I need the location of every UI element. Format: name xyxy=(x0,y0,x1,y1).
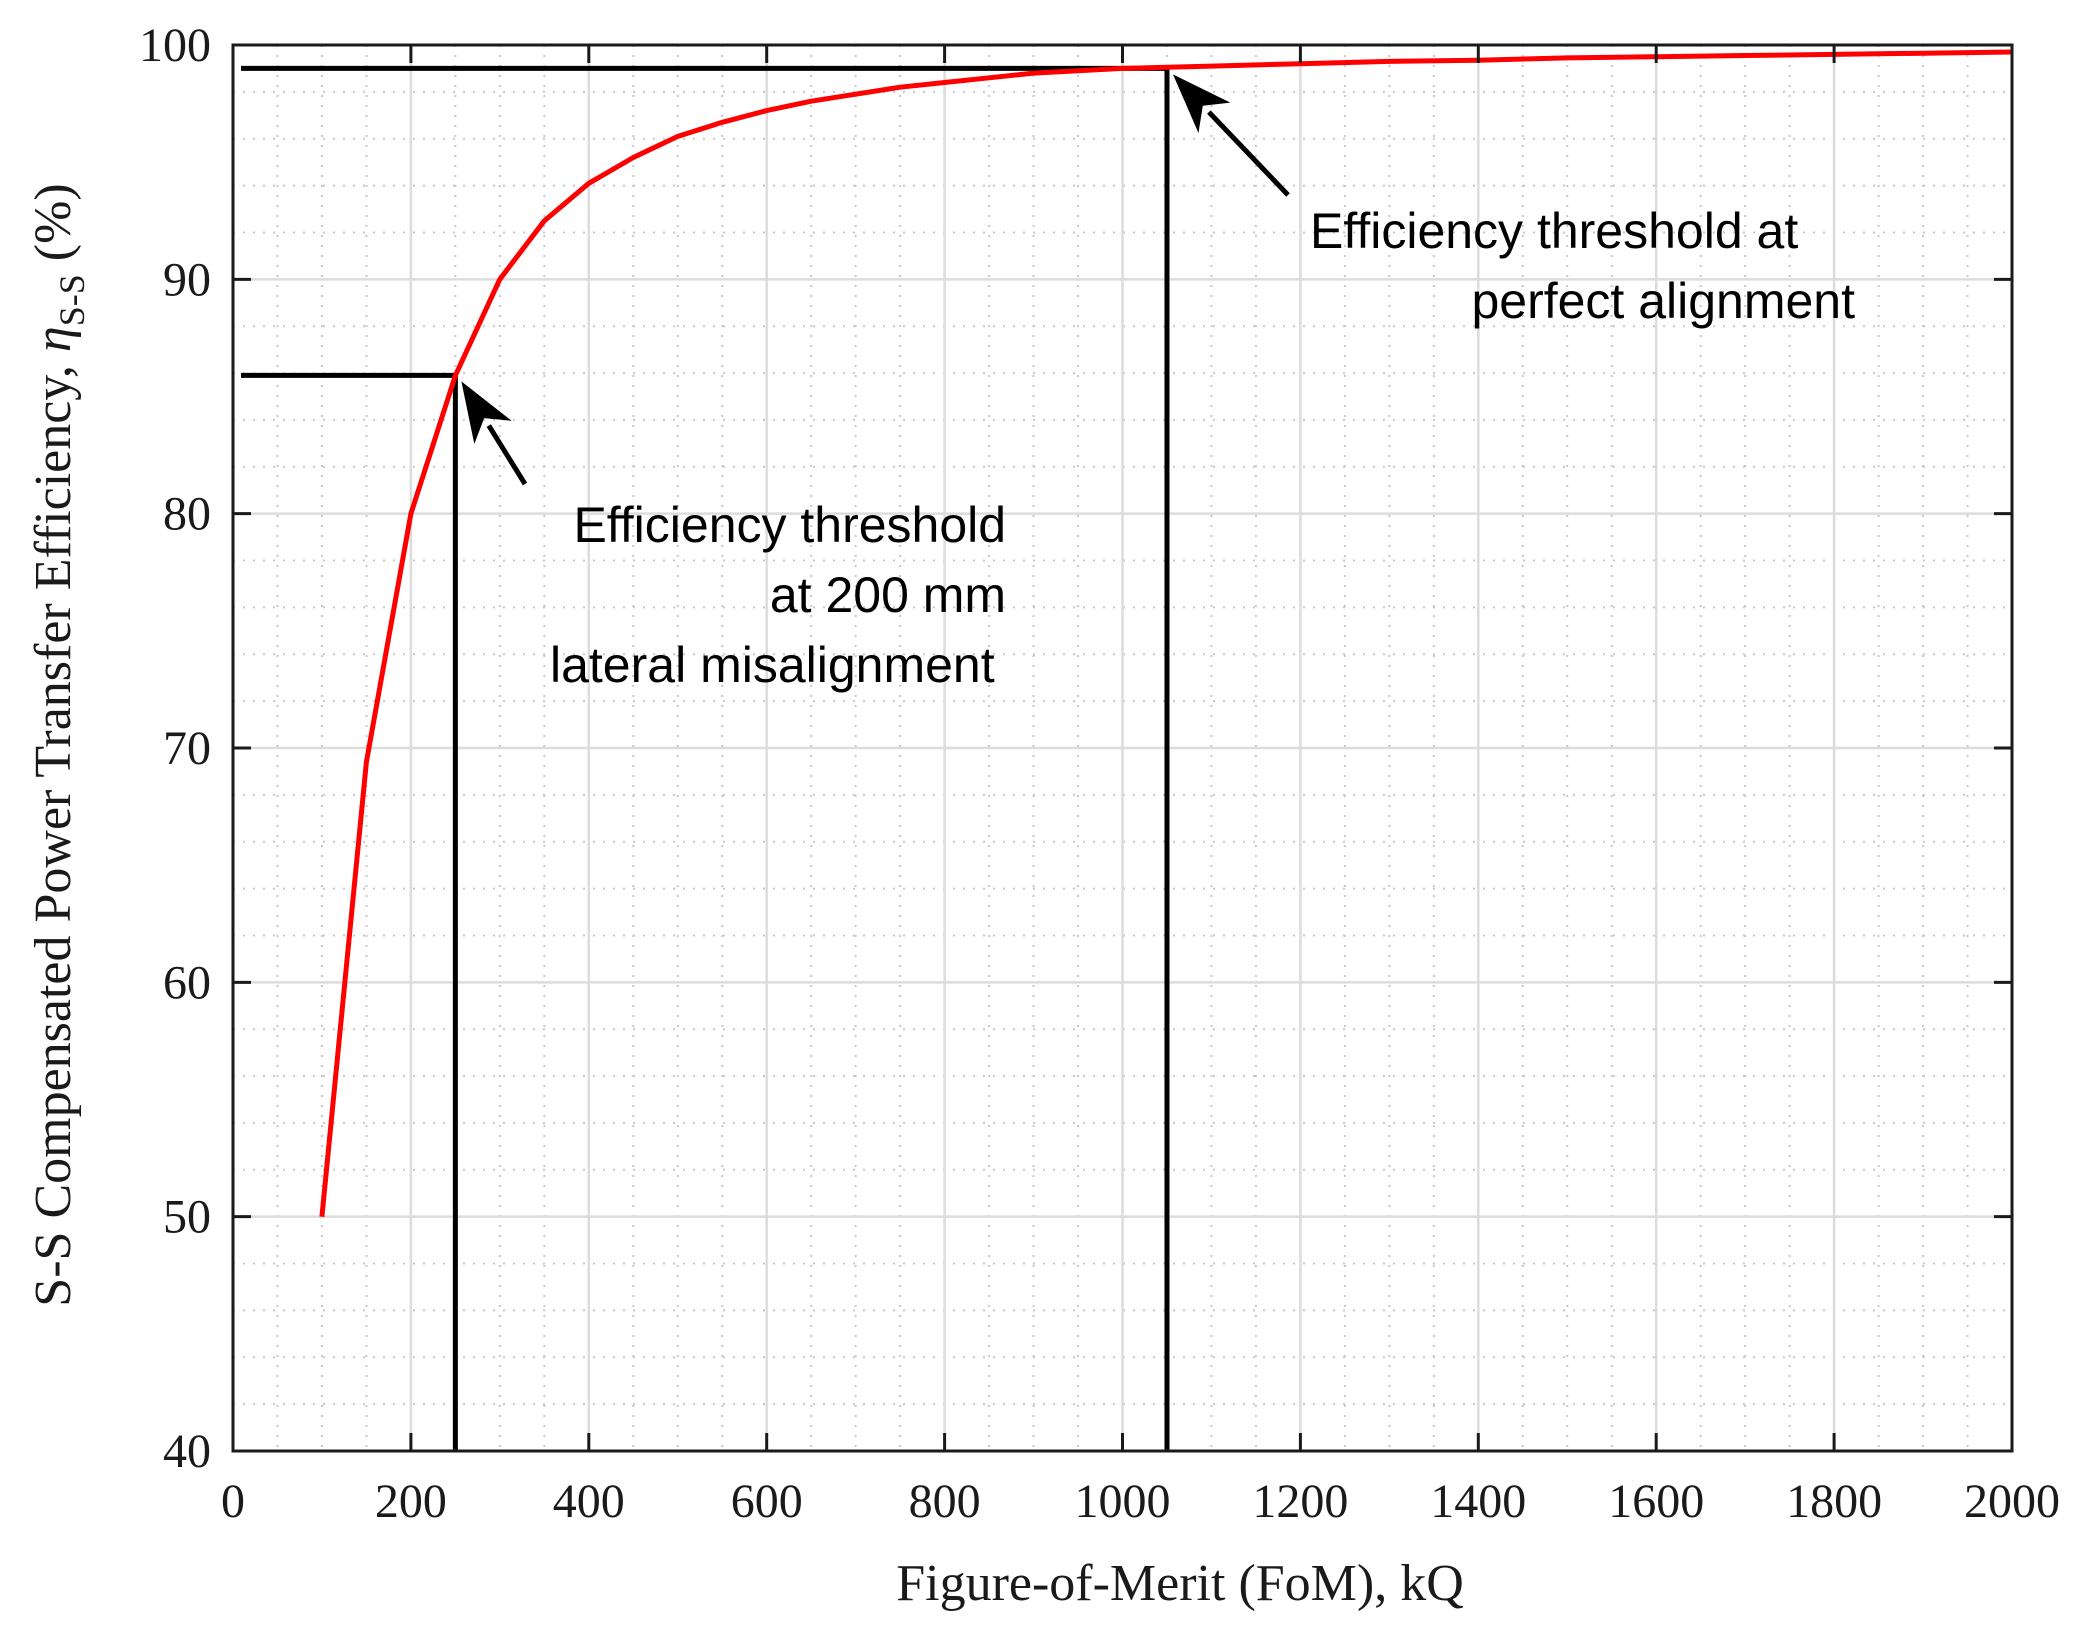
x-tick-label: 1400 xyxy=(1430,1475,1526,1528)
x-axis-title: Figure-of-Merit (FoM), kQ xyxy=(896,1555,1464,1612)
x-tick-label: 1800 xyxy=(1786,1475,1882,1528)
major-grid xyxy=(233,45,2012,1451)
y-tick-label: 70 xyxy=(163,722,211,775)
y-tick-label: 80 xyxy=(163,488,211,541)
y-axis-title-symbol: η xyxy=(25,326,82,352)
x-tick-label: 1000 xyxy=(1075,1475,1171,1528)
annotation-arrows xyxy=(461,74,1290,486)
annotation-200mm-arrow-shaft xyxy=(486,424,528,486)
threshold-lines xyxy=(241,65,1170,1451)
y-axis-title-subscript: S-S xyxy=(52,274,92,326)
annotation-perfect-arrow-shaft xyxy=(1207,110,1290,197)
annotation-perfect-line-2: perfect alignment xyxy=(1471,273,1855,329)
y-axis-title-unit: (%) xyxy=(25,183,82,274)
annotation-200mm-arrow-head xyxy=(461,381,512,444)
annotation-200mm-line-3: lateral misalignment xyxy=(550,637,995,693)
annotation-200mm-line-1: Efficiency threshold xyxy=(573,497,1006,553)
y-tick-label: 100 xyxy=(139,19,211,72)
x-tick-label: 800 xyxy=(909,1475,981,1528)
x-tick-label: 200 xyxy=(375,1475,447,1528)
y-tick-label: 90 xyxy=(163,253,211,306)
x-tick-label: 400 xyxy=(553,1475,625,1528)
tick-marks xyxy=(231,43,2014,1453)
x-tick-label: 0 xyxy=(221,1475,245,1528)
y-axis-title: S-S Compensated Power Transfer Efficienc… xyxy=(25,183,92,1306)
y-tick-labels: 40 50 60 70 80 90 100 xyxy=(139,19,211,1478)
x-tick-label: 1200 xyxy=(1252,1475,1348,1528)
y-tick-label: 40 xyxy=(163,1425,211,1478)
y-tick-label: 50 xyxy=(163,1191,211,1244)
series-layer xyxy=(319,49,2013,1217)
x-tick-label: 2000 xyxy=(1964,1475,2060,1528)
x-tick-label: 600 xyxy=(731,1475,803,1528)
series-line xyxy=(319,49,2013,1217)
annotation-200mm-line-2: at 200 mm xyxy=(770,567,1006,623)
y-tick-label: 60 xyxy=(163,956,211,1009)
x-tick-label: 1600 xyxy=(1608,1475,1704,1528)
x-tick-labels: 0 200 400 600 800 1000 1200 1400 1600 1800 2000 xyxy=(221,1475,2060,1528)
annotation-perfect: Efficiency threshold at perfect alignmen… xyxy=(1310,203,1855,329)
annotation-200mm: Efficiency threshold at 200 mm lateral m… xyxy=(550,497,1020,693)
annotation-perfect-arrow-head xyxy=(1172,74,1231,134)
y-axis-title-main: S-S Compensated Power Transfer Efficienc… xyxy=(25,352,82,1307)
annotation-perfect-line-1: Efficiency threshold at xyxy=(1310,203,1798,259)
